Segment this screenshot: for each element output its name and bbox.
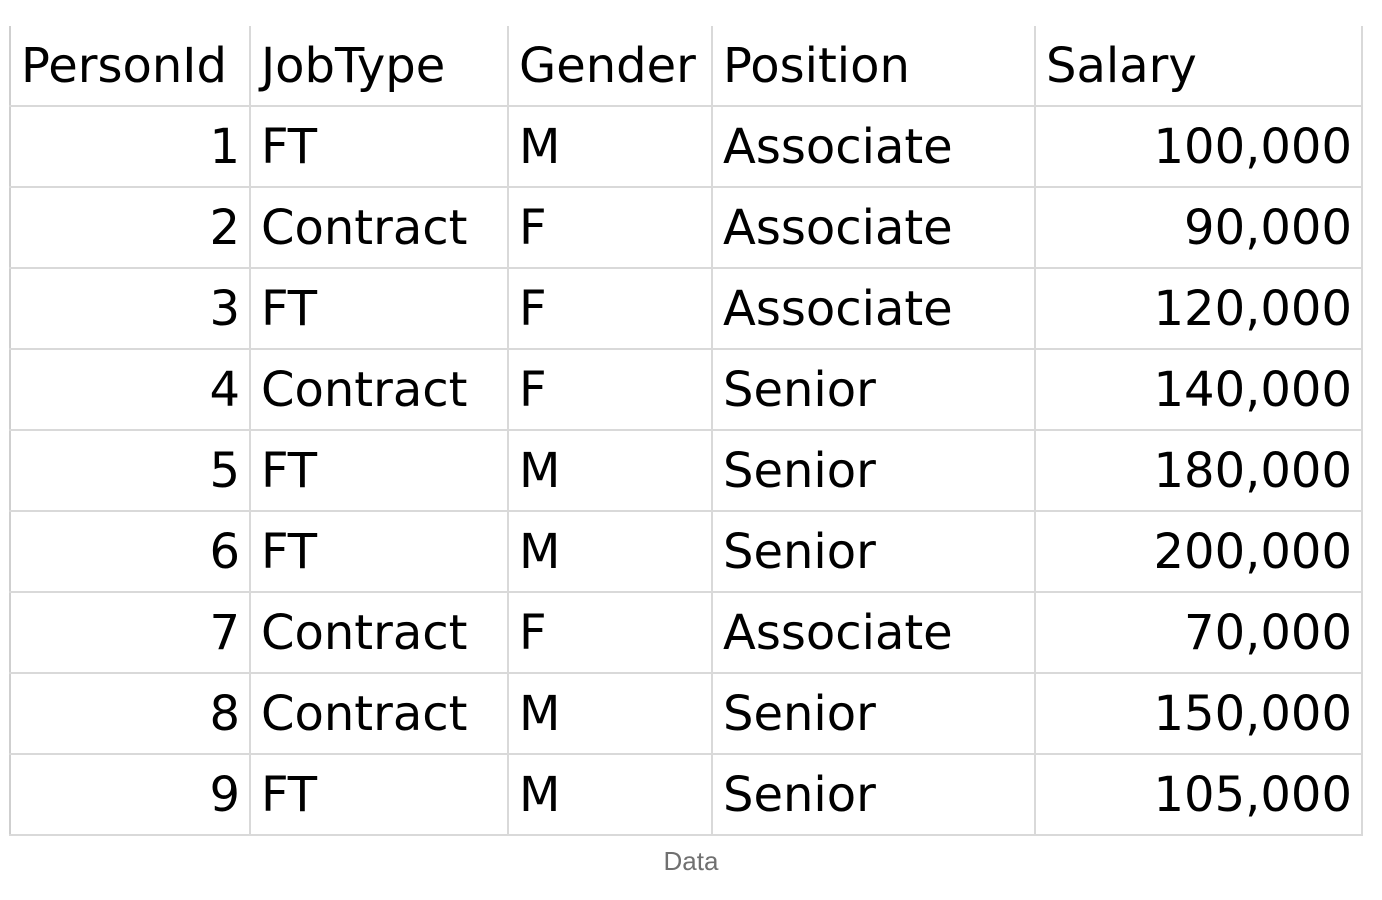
cell-position: Senior (711, 429, 1036, 512)
header-cell-salary: Salary (1034, 26, 1363, 107)
table-row: 7 Contract F Associate 70,000 (9, 591, 1363, 674)
table-row: 5 FT M Senior 180,000 (9, 429, 1363, 512)
cell-jobtype: FT (249, 753, 509, 836)
cell-position: Associate (711, 267, 1036, 350)
cell-gender: M (507, 105, 713, 188)
table-row: 3 FT F Associate 120,000 (9, 267, 1363, 350)
cell-personid: 5 (9, 429, 251, 512)
cell-position: Associate (711, 186, 1036, 269)
cell-salary: 140,000 (1034, 348, 1363, 431)
cell-jobtype: FT (249, 510, 509, 593)
cell-gender: F (507, 267, 713, 350)
cell-gender: F (507, 186, 713, 269)
cell-salary: 100,000 (1034, 105, 1363, 188)
table-row: 6 FT M Senior 200,000 (9, 510, 1363, 593)
cell-salary: 70,000 (1034, 591, 1363, 674)
cell-salary: 105,000 (1034, 753, 1363, 836)
cell-gender: M (507, 429, 713, 512)
cell-personid: 7 (9, 591, 251, 674)
cell-gender: F (507, 591, 713, 674)
header-cell-gender: Gender (507, 26, 713, 107)
cell-personid: 8 (9, 672, 251, 755)
cell-gender: M (507, 753, 713, 836)
header-cell-jobtype: JobType (249, 26, 509, 107)
cell-position: Senior (711, 672, 1036, 755)
header-row: PersonId JobType Gender Position Salary (9, 26, 1363, 107)
cell-position: Associate (711, 591, 1036, 674)
cell-jobtype: Contract (249, 348, 509, 431)
cell-jobtype: Contract (249, 591, 509, 674)
table-row: 1 FT M Associate 100,000 (9, 105, 1363, 188)
table-row: 8 Contract M Senior 150,000 (9, 672, 1363, 755)
cell-gender: F (507, 348, 713, 431)
cell-salary: 90,000 (1034, 186, 1363, 269)
cell-personid: 4 (9, 348, 251, 431)
cell-position: Senior (711, 510, 1036, 593)
cell-position: Senior (711, 348, 1036, 431)
header-cell-position: Position (711, 26, 1036, 107)
cell-jobtype: Contract (249, 186, 509, 269)
cell-jobtype: FT (249, 267, 509, 350)
cell-jobtype: FT (249, 429, 509, 512)
cell-jobtype: Contract (249, 672, 509, 755)
cell-personid: 1 (9, 105, 251, 188)
table-row: 4 Contract F Senior 140,000 (9, 348, 1363, 431)
figure-caption: Data (663, 846, 719, 876)
cell-salary: 200,000 (1034, 510, 1363, 593)
cell-position: Associate (711, 105, 1036, 188)
cell-personid: 9 (9, 753, 251, 836)
table-row: 2 Contract F Associate 90,000 (9, 186, 1363, 269)
cell-gender: M (507, 672, 713, 755)
header-cell-personid: PersonId (9, 26, 251, 107)
cell-salary: 120,000 (1034, 267, 1363, 350)
cell-salary: 150,000 (1034, 672, 1363, 755)
table-body: PersonId JobType Gender Position Salary … (9, 26, 1363, 836)
cell-personid: 6 (9, 510, 251, 593)
table-row: 9 FT M Senior 105,000 (9, 753, 1363, 836)
cell-personid: 2 (9, 186, 251, 269)
cell-jobtype: FT (249, 105, 509, 188)
cell-gender: M (507, 510, 713, 593)
data-table: PersonId JobType Gender Position Salary … (9, 26, 1363, 836)
cell-salary: 180,000 (1034, 429, 1363, 512)
cell-position: Senior (711, 753, 1036, 836)
cell-personid: 3 (9, 267, 251, 350)
